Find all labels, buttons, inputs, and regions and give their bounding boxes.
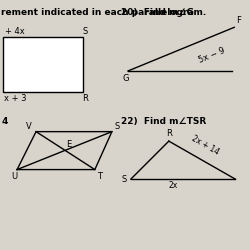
Text: U: U: [11, 172, 17, 182]
Text: R: R: [82, 94, 88, 103]
Text: + 4x: + 4x: [5, 27, 24, 36]
Text: 2x + 14: 2x + 14: [190, 134, 220, 156]
Text: T: T: [97, 172, 102, 182]
Text: V: V: [26, 122, 31, 131]
Text: x + 3: x + 3: [4, 94, 26, 103]
Text: S: S: [115, 122, 120, 131]
Text: G: G: [123, 74, 130, 83]
Text: 2x: 2x: [169, 181, 178, 190]
Text: 20)  Find m∠G: 20) Find m∠G: [122, 8, 194, 17]
Text: E: E: [66, 140, 72, 149]
Text: 5x − 9: 5x − 9: [198, 46, 227, 65]
Text: 22)  Find m∠TSR: 22) Find m∠TSR: [122, 118, 207, 126]
Text: F: F: [236, 16, 241, 26]
Text: rement indicated in each parallelogram.: rement indicated in each parallelogram.: [1, 8, 206, 17]
Text: R: R: [166, 129, 172, 138]
Bar: [3, 37, 84, 92]
Text: S: S: [82, 27, 88, 36]
Text: S: S: [122, 174, 127, 184]
Text: 4: 4: [2, 118, 8, 126]
